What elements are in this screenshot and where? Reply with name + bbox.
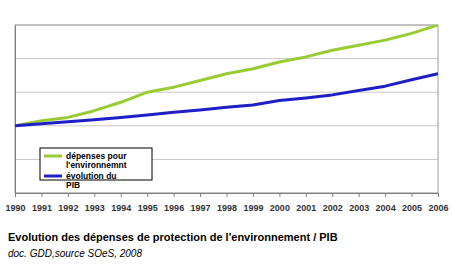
legend-swatch <box>44 155 62 158</box>
x-tick-mark <box>41 193 42 197</box>
x-tick-mark <box>68 193 69 197</box>
x-tick-mark <box>279 193 280 197</box>
grid-line <box>15 125 438 126</box>
x-tick-label: 2001 <box>296 203 316 213</box>
x-tick-label: 2002 <box>323 203 343 213</box>
x-tick: 2004 <box>376 193 396 213</box>
x-tick: 1992 <box>58 193 78 213</box>
x-tick-label: 1994 <box>111 203 131 213</box>
grid-line <box>15 92 438 93</box>
x-tick: 2003 <box>349 193 369 213</box>
plot-frame <box>15 25 438 193</box>
x-tick-label: 2004 <box>376 203 396 213</box>
x-tick-label: 1999 <box>243 203 263 213</box>
legend-label: dépenses pourl'environnemnt <box>66 151 127 170</box>
x-tick-label: 2000 <box>270 203 290 213</box>
x-tick-label: 1996 <box>164 203 184 213</box>
x-tick: 1997 <box>191 193 211 213</box>
x-tick-mark <box>412 193 413 197</box>
chart: 1990 1991 1992 1993 1994 1995 1996 1997 1998 1999… <box>0 0 452 275</box>
legend-label: évolution duPIB <box>66 171 117 190</box>
lines <box>15 25 438 126</box>
x-tick-mark <box>121 193 122 197</box>
x-tick-label: 2006 <box>428 203 448 213</box>
x-tick-label: 1991 <box>32 203 52 213</box>
subtitle: doc. GDD,source SOeS, 2008 <box>8 248 142 259</box>
x-tick-mark <box>94 193 95 197</box>
x-tick: 2002 <box>323 193 343 213</box>
x-tick-mark <box>306 193 307 197</box>
x-tick: 1993 <box>85 193 105 213</box>
x-tick: 2005 <box>402 193 422 213</box>
x-tick-label: 1997 <box>191 203 211 213</box>
y-axis <box>15 26 17 194</box>
legend: dépenses pourl'environnemntévolution duP… <box>40 148 152 190</box>
x-tick-mark <box>200 193 201 197</box>
x-tick: 1996 <box>164 193 184 213</box>
x-tick-mark <box>359 193 360 197</box>
grid <box>15 25 438 193</box>
x-tick: 2006 <box>428 193 448 213</box>
x-tick-label: 1992 <box>58 203 78 213</box>
x-tick-mark <box>174 193 175 197</box>
x-tick-label: 2003 <box>349 203 369 213</box>
x-tick-mark <box>438 193 439 197</box>
series-line <box>15 74 438 126</box>
series-line <box>15 25 438 126</box>
x-tick: 1995 <box>138 193 158 213</box>
x-tick: 1998 <box>217 193 237 213</box>
x-tick-label: 1998 <box>217 203 237 213</box>
x-tick-label: 1993 <box>85 203 105 213</box>
x-axis: 1990 1991 1992 1993 1994 1995 1996 1997 1998 1999… <box>5 193 448 213</box>
x-tick-mark <box>15 193 16 197</box>
x-tick-label: 1990 <box>5 203 25 213</box>
grid-line <box>15 58 438 59</box>
x-tick-label: 2005 <box>402 203 422 213</box>
legend-box <box>40 148 152 180</box>
title: Evolution des dépenses de protection de … <box>8 231 338 243</box>
x-tick-mark <box>227 193 228 197</box>
x-tick: 1994 <box>111 193 131 213</box>
y-axis-line <box>15 26 16 194</box>
x-tick-mark <box>147 193 148 197</box>
legend-swatch <box>44 175 62 178</box>
x-tick-mark <box>385 193 386 197</box>
x-tick: 1990 <box>5 193 25 213</box>
x-tick-label: 1995 <box>138 203 158 213</box>
x-axis-line <box>16 194 439 198</box>
x-tick: 2000 <box>270 193 290 213</box>
x-tick: 1991 <box>32 193 52 213</box>
x-tick-mark <box>332 193 333 197</box>
x-tick-mark <box>253 193 254 197</box>
x-tick: 1999 <box>243 193 263 213</box>
x-tick: 2001 <box>296 193 316 213</box>
